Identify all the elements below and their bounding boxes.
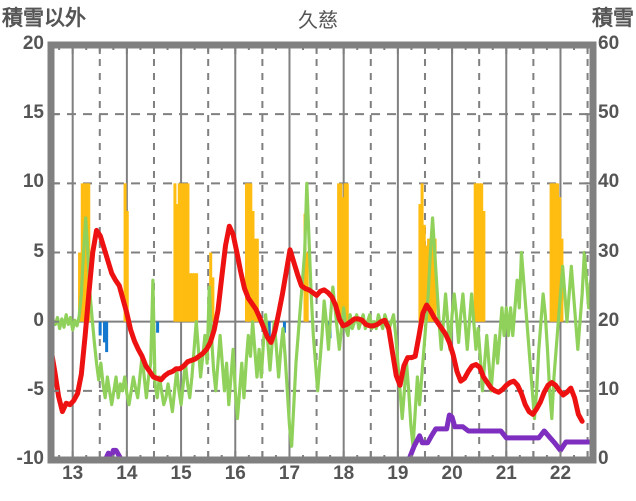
bar xyxy=(418,204,422,322)
bar xyxy=(420,183,424,322)
bar xyxy=(345,183,349,322)
bar xyxy=(551,183,555,322)
right-tick-label: 30 xyxy=(598,240,620,262)
right-axis-title: 積雪 xyxy=(592,7,634,30)
right-tick-label: 20 xyxy=(598,309,620,331)
bar xyxy=(177,183,181,322)
bar xyxy=(251,211,255,322)
left-tick-label: 0 xyxy=(33,309,44,331)
bar xyxy=(247,183,251,322)
bar xyxy=(244,183,248,322)
series-line-wind xyxy=(49,181,593,448)
left-tick-label: 5 xyxy=(33,240,44,262)
bar xyxy=(125,211,129,322)
bar xyxy=(123,183,127,322)
left-tick-label: 20 xyxy=(22,33,44,54)
x-tick-label: 14 xyxy=(116,463,138,484)
x-tick-label: 13 xyxy=(62,463,84,484)
bar xyxy=(424,245,428,322)
left-tick-label: 15 xyxy=(22,102,44,124)
right-tick-label: 10 xyxy=(598,378,620,400)
left-tick-label: -10 xyxy=(16,448,44,469)
bar xyxy=(282,321,286,333)
x-tick-label: 17 xyxy=(278,463,301,484)
bar xyxy=(482,211,486,322)
right-tick-label: 40 xyxy=(598,171,620,193)
bar xyxy=(190,273,194,322)
bar xyxy=(98,321,102,336)
bar xyxy=(255,238,259,322)
bar xyxy=(339,183,343,322)
bar xyxy=(473,183,477,322)
bar xyxy=(553,183,557,322)
bar xyxy=(182,183,186,322)
x-tick-label: 21 xyxy=(495,463,517,484)
bar xyxy=(429,238,433,322)
bar xyxy=(343,183,347,322)
right-tick-label: 0 xyxy=(598,448,609,469)
bar xyxy=(195,273,199,322)
bar xyxy=(475,183,479,322)
bar xyxy=(211,277,215,322)
bar xyxy=(253,238,257,322)
bar xyxy=(478,183,482,322)
bar xyxy=(549,183,553,322)
x-tick-label: 22 xyxy=(549,463,572,484)
chart-title: 久慈 xyxy=(298,10,338,32)
bar xyxy=(341,197,345,322)
bar xyxy=(556,183,560,322)
bar xyxy=(184,183,188,322)
x-tick-label: 19 xyxy=(387,463,409,484)
bar xyxy=(480,183,484,322)
left-tick-label: -5 xyxy=(27,378,44,400)
x-tick-label: 20 xyxy=(441,463,463,484)
bar xyxy=(249,183,253,322)
bar xyxy=(422,224,426,322)
left-tick-label: 10 xyxy=(22,171,44,193)
bar xyxy=(186,183,190,322)
left-axis-title: 積雪以外 xyxy=(2,7,86,30)
bar xyxy=(558,197,562,322)
bar xyxy=(175,204,179,322)
bar xyxy=(431,238,435,322)
right-tick-label: 60 xyxy=(598,33,620,54)
bar xyxy=(188,273,192,322)
bar xyxy=(105,321,109,353)
bar xyxy=(267,321,271,344)
series-line-temperature xyxy=(48,223,585,424)
bar xyxy=(156,321,160,333)
bar xyxy=(337,183,341,322)
bar xyxy=(192,273,196,322)
x-tick-label: 16 xyxy=(224,463,246,484)
x-tick-label: 15 xyxy=(170,463,192,484)
bar xyxy=(78,252,82,322)
right-tick-label: 50 xyxy=(598,102,620,124)
bar xyxy=(173,183,177,322)
x-tick-label: 18 xyxy=(333,463,355,484)
bar xyxy=(179,183,183,322)
series-line-snow-depth xyxy=(48,412,594,463)
bar xyxy=(102,321,106,343)
